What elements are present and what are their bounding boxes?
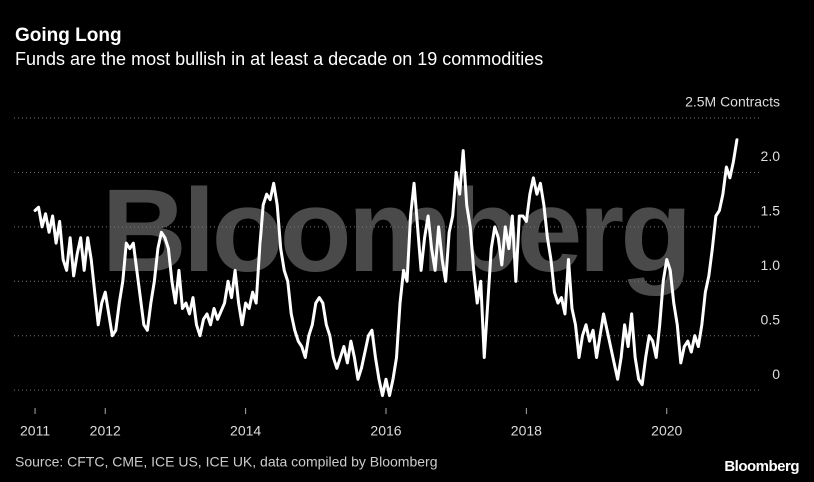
chart-subtitle: Funds are the most bullish in at least a… [15, 49, 543, 69]
x-tick-label: 2014 [230, 423, 261, 439]
x-tick-label: 2020 [651, 423, 682, 439]
data-line [33, 138, 739, 398]
x-tick-label: 2012 [90, 423, 121, 439]
watermark: Bloomberg [102, 165, 689, 297]
source-note: Source: CFTC, CME, ICE US, ICE UK, data … [15, 454, 437, 470]
y-tick-label: 0 [772, 366, 780, 382]
y-tick-label: 2.5M Contracts [685, 94, 780, 110]
x-tick-label: 2016 [370, 423, 401, 439]
y-tick-label: 0.5 [761, 311, 781, 327]
x-tick-label: 2011 [20, 423, 50, 439]
y-tick-label: 1.0 [761, 257, 781, 273]
logo: Bloomberg [724, 458, 799, 475]
y-tick-label: 2.0 [761, 148, 781, 164]
x-tick-label: 2018 [511, 423, 542, 439]
chart-title: Going Long [15, 25, 122, 46]
y-tick-label: 1.5 [761, 203, 781, 219]
